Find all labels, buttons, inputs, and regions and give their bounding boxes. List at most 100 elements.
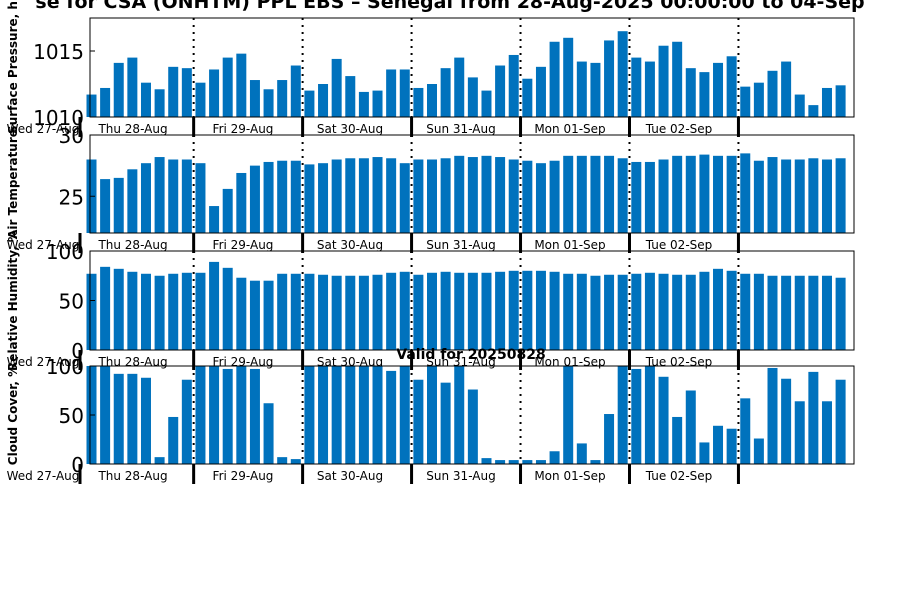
data-bar xyxy=(236,172,247,233)
data-bar xyxy=(154,457,165,464)
data-bar xyxy=(617,274,628,350)
data-bar xyxy=(644,161,655,233)
data-bar xyxy=(263,280,274,350)
data-bar xyxy=(372,366,383,464)
data-bar xyxy=(713,268,724,350)
data-bar xyxy=(386,158,397,233)
data-bar xyxy=(781,61,792,117)
data-bar xyxy=(249,165,260,234)
x-day-label: Wed 27-Aug xyxy=(7,122,80,136)
data-bar xyxy=(672,416,683,464)
data-bar xyxy=(508,270,519,350)
data-bar xyxy=(495,460,506,464)
data-bar xyxy=(631,368,642,464)
data-bar xyxy=(808,158,819,233)
data-bar xyxy=(181,68,192,117)
data-bar xyxy=(127,169,138,233)
data-bar xyxy=(195,272,206,350)
y-tick-label: 0 xyxy=(71,453,84,477)
data-bar xyxy=(522,270,533,350)
data-bar xyxy=(685,390,696,464)
data-bar xyxy=(508,159,519,233)
data-bar xyxy=(440,271,451,350)
data-bar xyxy=(535,66,546,117)
x-day-label: Tue 02-Sep xyxy=(645,238,713,252)
data-bar xyxy=(358,158,369,233)
data-bar xyxy=(658,159,669,233)
data-bar xyxy=(549,41,560,118)
data-bar xyxy=(440,158,451,233)
data-bar xyxy=(767,70,778,117)
data-bar xyxy=(100,87,111,117)
data-bar xyxy=(699,271,710,350)
data-bar xyxy=(399,69,410,117)
data-bar xyxy=(794,401,805,464)
data-bar xyxy=(549,271,560,350)
data-bar xyxy=(685,155,696,233)
data-bar xyxy=(427,272,437,350)
data-bar xyxy=(345,275,356,350)
data-bar xyxy=(604,414,615,464)
x-day-label: Thu 28-Aug xyxy=(97,122,167,136)
data-bar xyxy=(440,68,451,117)
data-bar xyxy=(658,376,669,464)
data-bar xyxy=(236,366,247,464)
data-bar xyxy=(753,438,764,464)
x-day-label: Thu 28-Aug xyxy=(97,238,167,252)
data-bar xyxy=(576,155,587,233)
data-bar xyxy=(590,460,601,464)
x-day-label: Sat 30-Aug xyxy=(317,238,383,252)
data-bar xyxy=(604,40,615,117)
data-bar xyxy=(781,378,792,464)
data-bar xyxy=(821,275,832,350)
data-bar xyxy=(440,382,451,464)
data-bar xyxy=(549,160,560,233)
data-bar xyxy=(549,451,560,464)
data-bar xyxy=(86,273,97,350)
data-bar xyxy=(113,268,124,350)
data-bar xyxy=(808,105,819,117)
data-bar xyxy=(495,65,506,117)
data-bar xyxy=(195,82,206,117)
data-bar xyxy=(808,275,819,350)
data-bar xyxy=(685,68,696,117)
y-axis-label: Cloud Cover, % xyxy=(6,365,20,465)
data-bar xyxy=(277,80,288,117)
x-day-label: Fri 29-Aug xyxy=(213,238,274,252)
data-bar xyxy=(495,271,506,350)
data-bar xyxy=(767,275,778,350)
data-bar xyxy=(481,458,492,464)
data-bar xyxy=(236,277,247,350)
data-bar xyxy=(86,94,97,117)
data-bar xyxy=(263,161,274,233)
data-bar xyxy=(767,367,778,464)
data-bar xyxy=(113,373,124,464)
data-bar xyxy=(168,159,179,233)
data-bar xyxy=(740,273,751,350)
data-bar xyxy=(168,66,179,117)
data-bar xyxy=(154,275,165,350)
data-bar xyxy=(195,163,206,233)
data-bar xyxy=(113,177,124,234)
data-bar xyxy=(168,273,179,350)
y-tick-label: 1015 xyxy=(33,40,84,64)
data-bar xyxy=(713,425,724,464)
data-bar xyxy=(590,62,601,117)
data-bar xyxy=(794,159,805,233)
y-tick-label: 25 xyxy=(59,185,84,209)
data-bar xyxy=(794,275,805,350)
data-bar xyxy=(399,271,410,350)
y-axis-label: Relative Humidity, % xyxy=(6,230,20,371)
data-bar xyxy=(699,72,710,117)
data-bar xyxy=(781,159,792,233)
data-bar xyxy=(277,457,288,464)
x-day-label: Wed 27-Aug xyxy=(7,355,80,369)
data-bar xyxy=(331,159,342,233)
data-bar xyxy=(263,89,274,117)
data-bar xyxy=(154,89,165,117)
x-day-label: Fri 29-Aug xyxy=(213,122,274,136)
y-tick-label: 1010 xyxy=(33,106,84,130)
data-bar xyxy=(576,273,587,350)
data-bar xyxy=(753,82,764,117)
